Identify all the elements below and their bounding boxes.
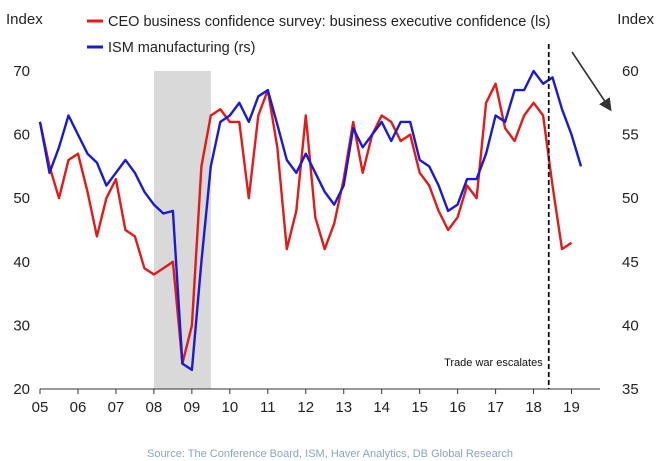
right-tick-label: 55 <box>622 127 639 144</box>
x-tick-label: 06 <box>70 399 87 416</box>
x-tick-label: 16 <box>449 399 466 416</box>
recession-shading <box>153 71 211 389</box>
legend-ism-label: ISM manufacturing (rs) <box>108 40 255 56</box>
x-tick-label: 17 <box>487 399 504 416</box>
left-tick-label: 30 <box>13 317 30 334</box>
left-tick-label: 50 <box>13 190 30 207</box>
series-ism-manufacturing-line <box>38 69 583 372</box>
legend: CEO business confidence survey: business… <box>87 14 550 56</box>
x-tick-label: 07 <box>108 399 125 416</box>
x-axis-ticks: 05 06 07 08 09 10 11 12 13 14 15 16 17 18 19 <box>32 389 580 416</box>
left-tick-label: 20 <box>13 381 30 398</box>
left-axis-ticks: 20 30 40 50 60 70 <box>13 63 30 398</box>
right-axis-ticks: 35 40 45 50 55 60 <box>622 63 639 398</box>
x-tick-label: 11 <box>260 399 276 416</box>
legend-ceo-label: CEO business confidence survey: business… <box>108 14 550 30</box>
x-tick-label: 09 <box>184 399 201 416</box>
right-tick-label: 45 <box>622 254 639 271</box>
right-tick-label: 60 <box>622 63 639 80</box>
x-tick-label: 12 <box>297 399 314 416</box>
x-tick-label: 19 <box>563 399 580 416</box>
x-tick-label: 15 <box>411 399 428 416</box>
x-tick-label: 14 <box>373 399 390 416</box>
x-tick-label: 18 <box>525 399 542 416</box>
x-tick-label: 05 <box>32 399 49 416</box>
source-note: Source: The Conference Board, ISM, Haver… <box>147 448 513 460</box>
series-ceo-confidence-line <box>38 82 573 365</box>
x-tick-label: 08 <box>146 399 163 416</box>
x-tick-label: 10 <box>221 399 238 416</box>
left-tick-label: 70 <box>13 63 30 80</box>
trade-war-label: Trade war escalates <box>444 357 543 369</box>
left-axis-title: Index <box>6 11 43 28</box>
right-tick-label: 35 <box>622 381 639 398</box>
left-tick-label: 60 <box>13 127 30 144</box>
left-tick-label: 40 <box>13 254 30 271</box>
x-tick-label: 13 <box>335 399 352 416</box>
right-tick-label: 50 <box>622 190 639 207</box>
right-tick-label: 40 <box>622 317 639 334</box>
downtrend-arrow-icon <box>571 51 612 112</box>
right-axis-title: Index <box>617 11 654 28</box>
